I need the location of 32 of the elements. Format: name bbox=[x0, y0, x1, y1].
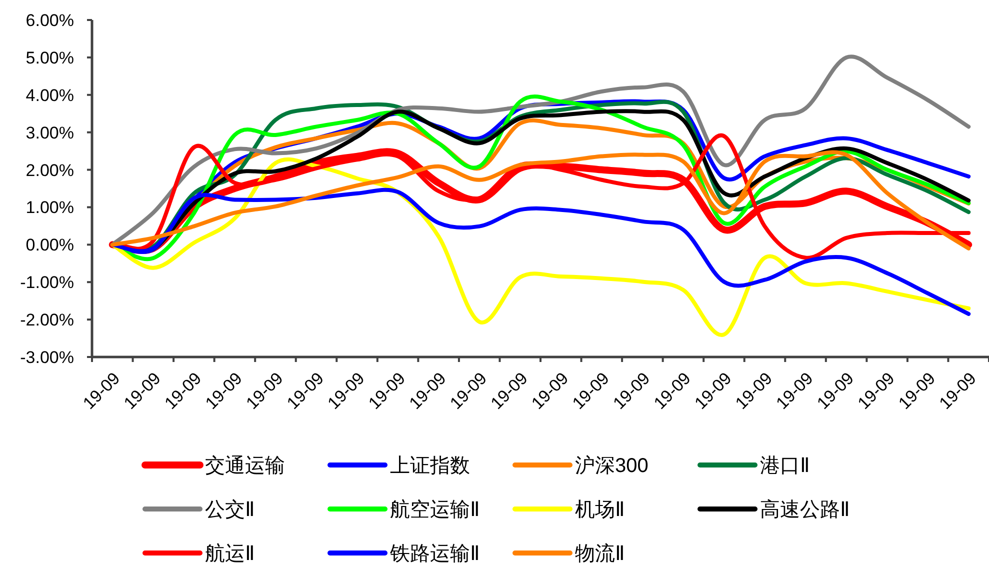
legend-label: 上证指数 bbox=[390, 455, 470, 477]
legend-item: 机场Ⅱ bbox=[512, 499, 625, 521]
legend-label: 铁路运输Ⅱ bbox=[389, 543, 480, 565]
y-tick-label: 0.00% bbox=[26, 236, 74, 255]
legend-item: 公交Ⅱ bbox=[142, 499, 255, 521]
legend-label: 高速公路Ⅱ bbox=[760, 498, 850, 521]
legend-label: 公交Ⅱ bbox=[205, 499, 255, 521]
legend-item: 航运Ⅱ bbox=[142, 543, 255, 565]
legend-item: 物流Ⅱ bbox=[512, 543, 625, 565]
legend-label: 航空运输Ⅱ bbox=[390, 499, 480, 521]
legend-label: 交通运输 bbox=[205, 455, 285, 477]
legend-label: 机场Ⅱ bbox=[575, 499, 625, 521]
y-tick-label: -1.00% bbox=[20, 273, 74, 292]
legend-label: 港口Ⅱ bbox=[760, 455, 810, 477]
legend-label: 物流Ⅱ bbox=[575, 543, 625, 565]
y-tick-label: 2.00% bbox=[26, 160, 74, 180]
legend-item: 港口Ⅱ bbox=[698, 455, 810, 477]
legend-item: 交通运输 bbox=[142, 455, 285, 477]
legend-item: 铁路运输Ⅱ bbox=[328, 543, 480, 565]
y-tick-label: -2.00% bbox=[20, 310, 74, 330]
y-tick-label: 1.00% bbox=[26, 198, 74, 218]
y-tick-label: 5.00% bbox=[26, 48, 74, 68]
y-tick-label: -3.00% bbox=[20, 348, 74, 367]
legend-item: 高速公路Ⅱ bbox=[698, 499, 850, 521]
legend-item: 上证指数 bbox=[328, 455, 470, 477]
legend-label: 沪深300 bbox=[575, 454, 648, 477]
legend-item: 沪深300 bbox=[512, 455, 648, 477]
y-tick-label: 3.00% bbox=[26, 123, 74, 142]
y-tick-label: 4.00% bbox=[26, 86, 74, 105]
legend-item: 航空运输Ⅱ bbox=[328, 499, 480, 521]
legend-label: 航运Ⅱ bbox=[205, 543, 255, 565]
y-tick-label: 6.00% bbox=[26, 11, 74, 30]
